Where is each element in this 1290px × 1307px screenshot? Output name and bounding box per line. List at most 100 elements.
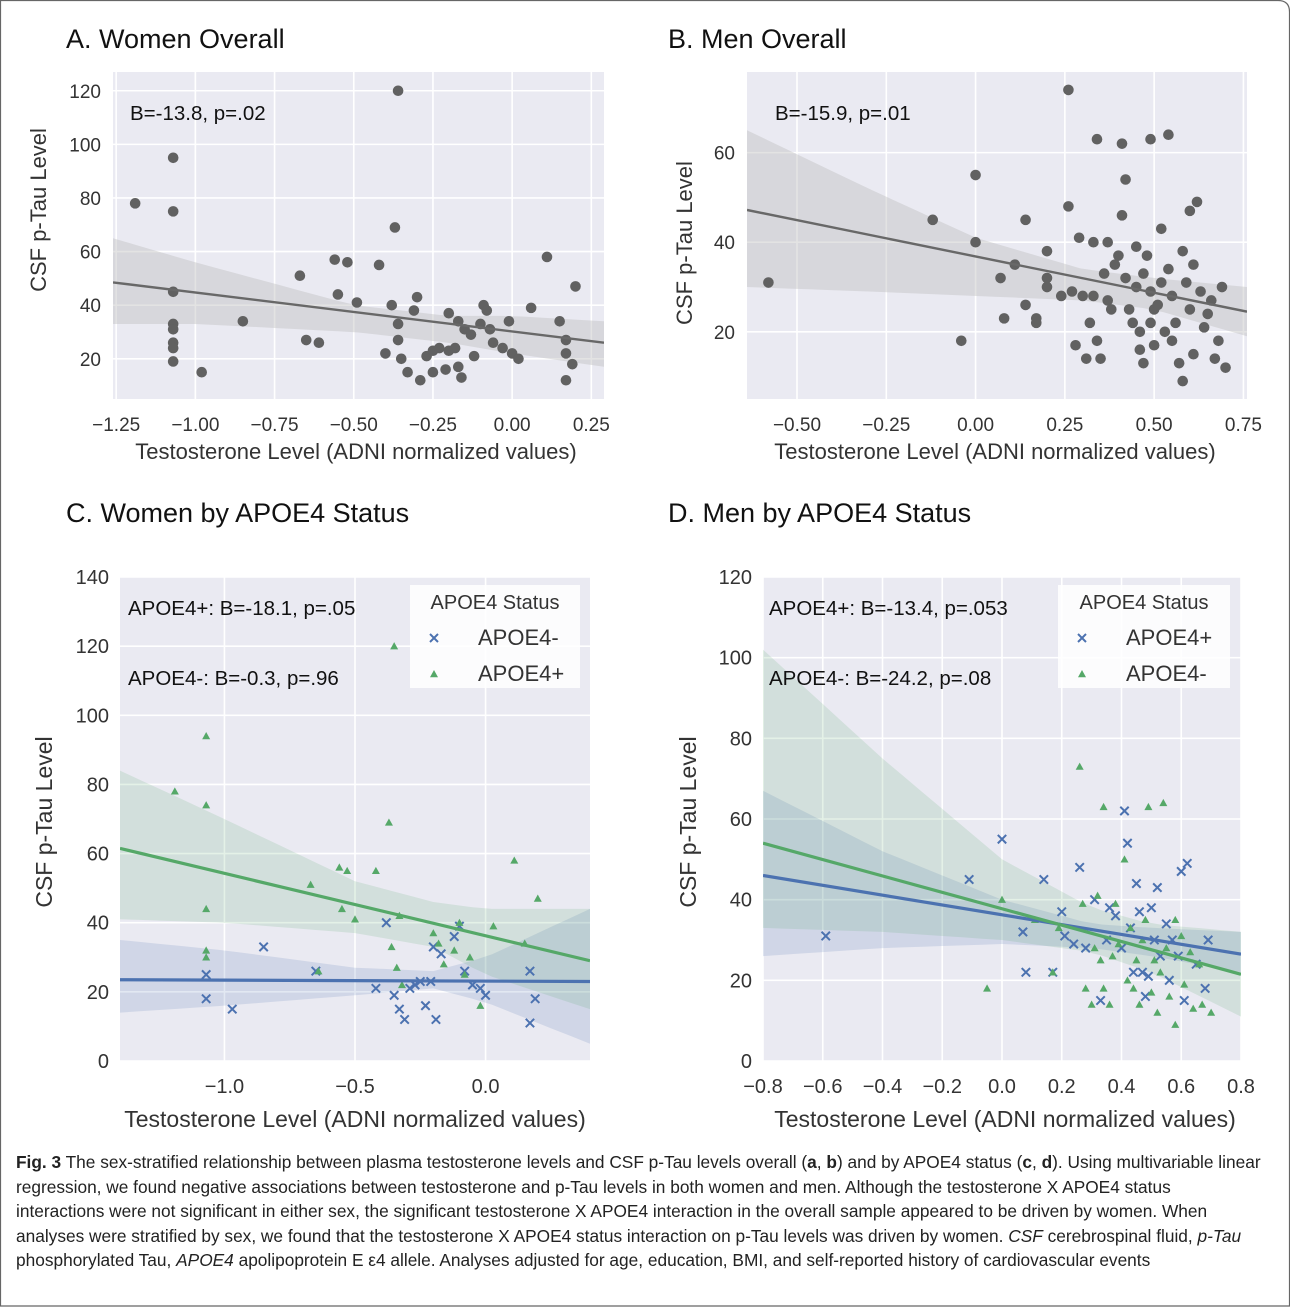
data-point	[313, 337, 325, 349]
data-point	[763, 277, 774, 288]
x-tick-label: −0.75	[251, 415, 299, 436]
data-point	[392, 318, 404, 330]
data-point	[1161, 918, 1172, 929]
data-point	[201, 969, 212, 980]
data-point	[381, 917, 392, 928]
y-tick-label: 20	[80, 350, 101, 371]
data-point	[1090, 944, 1099, 952]
data-point	[480, 990, 491, 1001]
legend-box	[1058, 585, 1230, 688]
data-point	[1164, 975, 1175, 986]
data-point	[402, 366, 413, 378]
panel-title: A. Women Overall	[66, 24, 285, 54]
data-point	[468, 350, 480, 362]
data-point	[1056, 906, 1067, 917]
data-point	[1120, 272, 1131, 284]
data-point	[1152, 299, 1164, 311]
data-point	[1066, 286, 1078, 297]
data-point	[1091, 335, 1103, 347]
data-point	[1088, 236, 1099, 248]
data-point	[167, 356, 179, 367]
data-point	[1137, 967, 1148, 978]
chart-panel-a: A. Women Overall −1.25 −1.00 −0.75 −0.50 −0.2…	[26, 24, 610, 464]
data-point	[525, 1018, 535, 1028]
data-point	[371, 866, 380, 875]
data-point	[167, 206, 179, 217]
data-point	[1179, 995, 1190, 1006]
legend-marker	[1078, 670, 1086, 678]
data-point	[1131, 878, 1142, 889]
legend: APOE4 Status APOE4+ APOE4-	[1058, 585, 1230, 688]
data-point	[1138, 936, 1147, 944]
data-point	[541, 251, 553, 263]
data-point	[1140, 991, 1151, 1002]
panel-title: C. Women by APOE4 Status	[66, 498, 409, 528]
data-point	[370, 983, 381, 994]
stat-annotation: APOE4-: B=-0.3, p=.96	[128, 667, 339, 690]
data-point	[1020, 967, 1031, 978]
data-point	[1165, 992, 1174, 1000]
data-point	[392, 334, 404, 346]
x-tick-label: −0.50	[773, 415, 821, 436]
data-point	[1098, 268, 1110, 279]
data-point	[998, 313, 1010, 324]
data-point	[1074, 862, 1085, 873]
data-point	[1126, 923, 1135, 932]
data-point	[510, 856, 519, 864]
data-point	[392, 85, 404, 97]
data-point	[384, 818, 393, 826]
data-point	[1102, 236, 1114, 248]
data-point	[427, 366, 439, 378]
data-point	[1138, 357, 1149, 369]
caption-segment: ). Using multivariable linear regression…	[16, 1152, 1261, 1246]
data-point	[1195, 286, 1206, 297]
data-point	[433, 342, 445, 354]
data-point	[1018, 927, 1028, 937]
data-point	[1209, 353, 1221, 364]
data-point	[820, 931, 831, 941]
data-point	[1145, 317, 1156, 329]
caption-segment: b	[826, 1152, 837, 1172]
data-point	[560, 374, 572, 386]
data-point	[1030, 313, 1042, 324]
data-point	[456, 372, 467, 383]
data-point	[1159, 326, 1171, 338]
data-point	[560, 348, 572, 359]
y-tick-label: 120	[719, 567, 752, 589]
caption-segment: cerebrospinal fluid,	[1042, 1225, 1198, 1246]
data-point	[294, 270, 306, 282]
x-axis-label: Testosterone Level (ADNI normalized valu…	[774, 439, 1215, 464]
y-tick-label: 100	[76, 705, 109, 727]
y-axis-label: CSF p-Tau Level	[26, 128, 51, 292]
data-point	[1180, 277, 1192, 288]
legend-entry: APOE4-	[1126, 661, 1207, 686]
data-point	[1111, 899, 1120, 907]
data-point	[351, 297, 363, 308]
data-point	[475, 983, 486, 994]
data-point	[167, 152, 179, 164]
confidence-band	[763, 790, 1241, 973]
legend-title: APOE4 Status	[431, 592, 560, 614]
x-tick-label: −0.5	[335, 1076, 374, 1098]
data-point	[1177, 375, 1189, 387]
data-point	[414, 374, 426, 386]
data-point	[1143, 971, 1154, 982]
data-point	[525, 302, 537, 314]
data-point	[431, 1014, 441, 1025]
y-tick-label: 0	[98, 1051, 109, 1073]
data-point	[392, 963, 401, 971]
data-point	[452, 361, 464, 373]
legend-entry: APOE4-	[478, 625, 559, 650]
stat-annotation: APOE4+: B=-18.1, p=.05	[128, 597, 355, 620]
data-point	[1108, 952, 1117, 960]
data-point	[1063, 84, 1074, 96]
data-point	[202, 732, 211, 740]
y-tick-label: 120	[76, 636, 109, 658]
data-point	[567, 358, 578, 370]
y-axis-label: CSF p-Tau Level	[672, 161, 697, 325]
caption-segment: APOE4	[176, 1250, 234, 1270]
data-point	[927, 214, 939, 226]
data-point	[481, 305, 493, 316]
data-point	[560, 334, 572, 346]
